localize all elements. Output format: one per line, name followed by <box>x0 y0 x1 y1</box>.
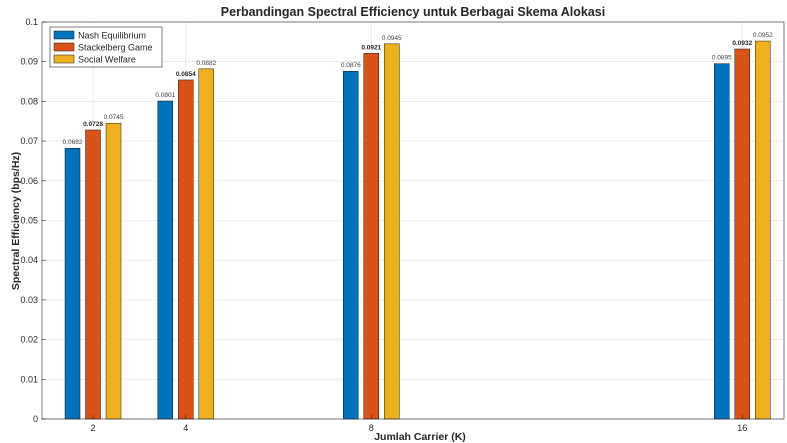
legend-entry: Social Welfare <box>78 55 136 65</box>
data-label: 0.0895 <box>712 55 732 62</box>
bar-nash-equilibrium <box>343 70 359 420</box>
data-label: 0.0876 <box>341 62 361 69</box>
x-axis-ticks: 2 4 8 16 <box>91 415 747 433</box>
bar-social-welfare <box>105 122 122 420</box>
y-tick-label: 0.1 <box>25 17 38 27</box>
y-tick-label: 0.03 <box>20 295 38 305</box>
bar-social-welfare <box>384 43 400 420</box>
y-tick-label: 0.05 <box>20 216 38 226</box>
legend-swatch <box>53 30 75 40</box>
data-label: 0.0745 <box>104 114 124 121</box>
y-tick-label: 0.02 <box>20 335 38 345</box>
y-tick-label: 0.07 <box>20 136 38 146</box>
bars <box>64 40 771 420</box>
data-label: 0.0952 <box>753 32 773 39</box>
y-tick-label: 0.01 <box>20 374 38 384</box>
y-tick-label: 0.08 <box>20 96 38 106</box>
legend-entry: Stackelberg Game <box>78 43 153 53</box>
y-axis-label: Spectral Efficiency (bps/Hz) <box>10 152 22 290</box>
x-tick-label: 2 <box>91 423 96 433</box>
y-tick-label: 0.09 <box>20 57 38 67</box>
legend: Nash Equilibrium Stackelberg Game Social W… <box>49 26 163 68</box>
data-label: 0.0921 <box>361 44 381 51</box>
bar-nash-equilibrium <box>64 147 81 420</box>
data-label: 0.0801 <box>155 92 175 99</box>
data-label: 0.0882 <box>196 60 216 67</box>
legend-swatch <box>53 54 75 64</box>
bar-stackelberg-game <box>85 129 101 420</box>
data-label: 0.0932 <box>732 40 752 47</box>
data-labels: 0.0682 0.0801 0.0876 0.0895 0.0728 0.0854 0.09… <box>63 32 774 146</box>
bar-nash-equilibrium <box>714 63 730 420</box>
bar-stackelberg-game <box>178 79 194 420</box>
legend-swatch <box>53 42 75 52</box>
data-label: 0.0682 <box>63 139 83 146</box>
legend-entry: Nash Equilibrium <box>78 31 146 41</box>
bar-nash-equilibrium <box>157 100 174 420</box>
data-label: 0.0945 <box>382 35 402 42</box>
chart-title: Perbandingan Spectral Efficiency untuk B… <box>221 5 605 19</box>
x-tick-label: 16 <box>737 423 747 433</box>
y-tick-label: 0.04 <box>20 255 38 265</box>
y-tick-label: 0.06 <box>20 176 38 186</box>
data-label: 0.0728 <box>83 121 103 128</box>
x-tick-label: 8 <box>369 423 374 433</box>
y-axis-ticks: 0 0.01 0.02 0.03 0.04 0.05 0.06 0.07 0.08 0.09 0.1 <box>20 17 46 424</box>
bar-stackelberg-game <box>734 48 751 420</box>
y-tick-label: 0 <box>33 414 38 424</box>
data-label: 0.0854 <box>176 71 196 78</box>
bar-stackelberg-game <box>363 53 380 420</box>
bar-social-welfare <box>755 40 771 420</box>
bar-social-welfare <box>198 68 215 420</box>
x-tick-label: 4 <box>183 423 188 433</box>
x-axis-label: Jumlah Carrier (K) <box>374 431 466 443</box>
